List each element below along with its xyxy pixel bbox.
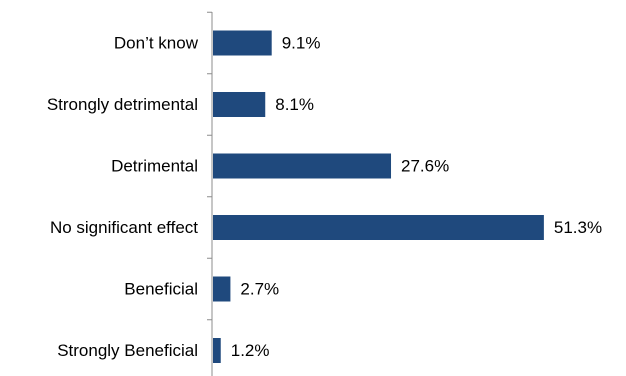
value-label: 9.1% [282,34,321,53]
bar [213,153,392,179]
category-label: Detrimental [111,157,198,176]
category-labels: Don’t know Strongly detrimental Detrimenta… [47,34,199,361]
value-label: 8.1% [275,95,314,114]
value-labels: 9.1% 8.1% 27.6% 51.3% 2.7% 1.2% [231,34,602,361]
category-label: Don’t know [114,34,199,53]
bar [213,30,272,56]
bar [213,276,231,302]
category-label: Strongly Beneficial [57,341,198,360]
value-label: 27.6% [401,157,449,176]
bars [213,30,544,363]
value-label: 2.7% [240,280,279,299]
value-label: 1.2% [231,341,270,360]
bar [213,215,544,240]
bar [213,338,221,363]
value-label: 51.3% [554,218,602,237]
bar [213,92,266,117]
category-label: Strongly detrimental [47,95,198,114]
category-axis [207,11,213,376]
category-label: Beneficial [124,280,198,299]
category-label: No significant effect [50,218,198,237]
